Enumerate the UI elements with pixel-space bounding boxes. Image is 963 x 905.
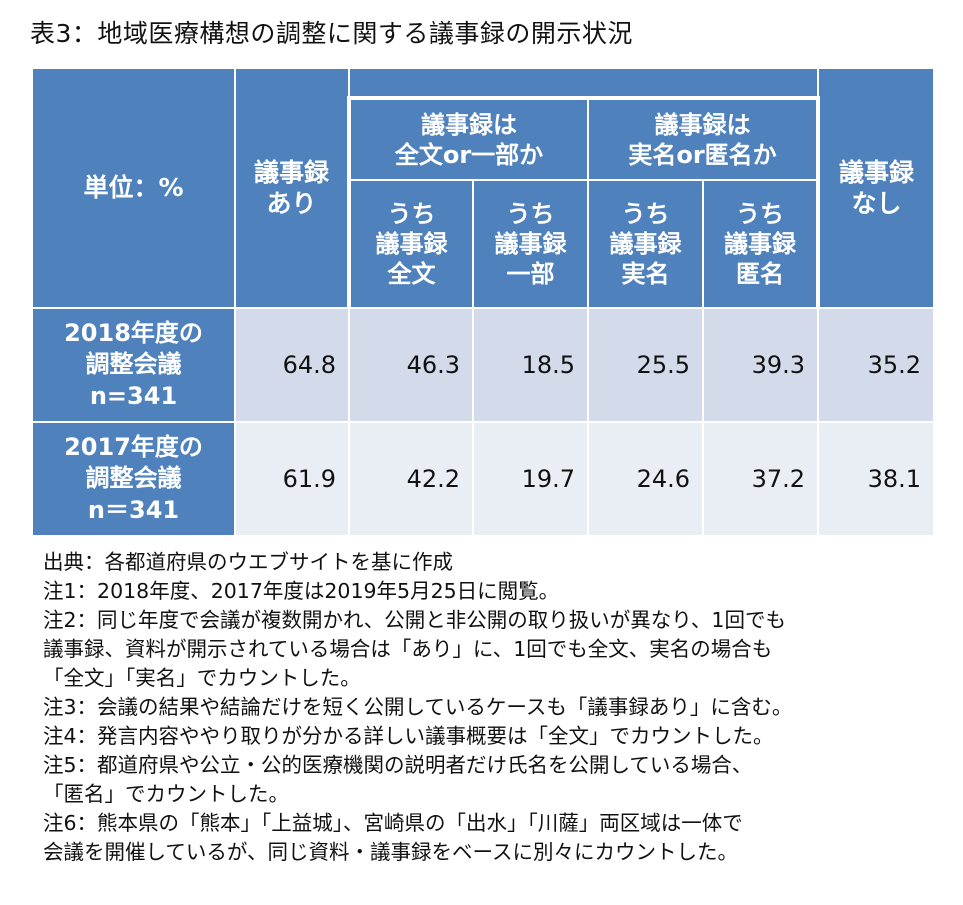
note-line: 会議を開催しているが、同じ資料・議事録をベースに別々にカウントした。 xyxy=(43,840,738,864)
header-group-jitsumei-tokumei: 議事録は 実名or匿名か xyxy=(587,96,820,181)
header-spacer xyxy=(348,67,819,99)
subheader-zenbun: うち 議事録 全文 xyxy=(347,179,474,309)
header-nashi: 議事録 なし xyxy=(817,67,935,309)
note-line: 注1：2018年度、2017年度は2019年5月25日に閲覧。 xyxy=(43,579,560,603)
note-line: 注6：熊本県の「熊本」「上益城」、宮崎県の「出水」「川薩」両区域は一体で xyxy=(43,811,743,835)
note-line: 注2：同じ年度で会議が複数開かれ、公開と非公開の取り扱いが異なり、1回でも xyxy=(43,608,786,632)
table-row: 2018年度の 調整会議 n=341 64.8 46.3 18.5 25.5 39.… xyxy=(31,307,935,423)
subheader-ichibu: うち 議事録 一部 xyxy=(472,179,589,309)
note-line: 「全文」「実名」でカウントした。 xyxy=(43,666,361,690)
cell-2018-ari: 64.8 xyxy=(234,307,350,423)
note-line: 注3：会議の結果や結論だけを短く公開しているケースも「議事録あり」に含む。 xyxy=(43,695,793,719)
cell-2017-jitsumei: 24.6 xyxy=(587,421,704,537)
table-row: 2017年度の 調整会議 n＝341 61.9 42.2 19.7 24.6 37.… xyxy=(31,421,935,537)
header-ari: 議事録 あり xyxy=(234,67,350,309)
unit-header: 単位：% xyxy=(31,67,236,309)
note-line: 「匿名」でカウントした。 xyxy=(43,782,289,806)
cell-2018-jitsumei: 25.5 xyxy=(587,307,704,423)
subheader-tokumei: うち 議事録 匿名 xyxy=(702,179,820,309)
note-line: 議事録、資料が開示されている場合は「あり」に、1回でも全文、実名の場合も xyxy=(43,637,773,661)
page-title: 表3：地域医療構想の調整に関する議事録の開示状況 xyxy=(30,19,633,48)
cell-2018-tokumei: 39.3 xyxy=(702,307,819,423)
cell-2017-ichibu: 19.7 xyxy=(472,421,589,537)
cell-2017-zenbun: 42.2 xyxy=(348,421,474,537)
note-line: 注5：都道府県や公立・公的医療機関の説明者だけ氏名を公開している場合、 xyxy=(43,753,753,777)
notes: 出典：各都道府県のウエブサイトを基に作成 注1：2018年度、2017年度は20… xyxy=(43,548,943,867)
cell-2017-ari: 61.9 xyxy=(234,421,350,537)
disclosure-table: 単位：% 議事録 あり 議事録 なし 議事録は 全文or一部か 議事録は 実名or匿名か… xyxy=(31,67,935,537)
cell-2018-zenbun: 46.3 xyxy=(348,307,474,423)
cell-2018-ichibu: 18.5 xyxy=(472,307,589,423)
note-source: 出典：各都道府県のウエブサイトを基に作成 xyxy=(43,550,453,574)
header-group-zenbun-ichibu: 議事録は 全文or一部か xyxy=(347,96,589,181)
note-line: 注4：発言内容ややり取りが分かる詳しい議事概要は「全文」でカウントした。 xyxy=(43,724,774,748)
cell-2017-tokumei: 37.2 xyxy=(702,421,819,537)
subheader-jitsumei: うち 議事録 実名 xyxy=(587,179,704,309)
row-label-2018: 2018年度の 調整会議 n=341 xyxy=(31,307,236,423)
row-label-2017: 2017年度の 調整会議 n＝341 xyxy=(31,421,236,537)
cell-2017-nashi: 38.1 xyxy=(817,421,935,537)
cell-2018-nashi: 35.2 xyxy=(817,307,935,423)
